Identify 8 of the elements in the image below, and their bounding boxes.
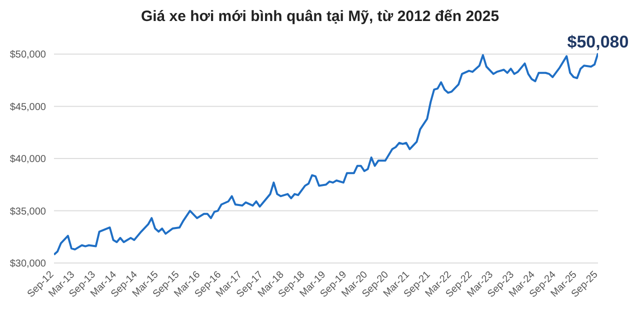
y-tick-label: $45,000 xyxy=(10,102,46,113)
annotation: $50,080 xyxy=(567,32,629,52)
y-tick-label: $30,000 xyxy=(10,258,46,270)
y-tick-label: $35,000 xyxy=(10,206,46,218)
chart-title: Giá xe hơi mới bình quân tại Mỹ, từ 2012 đến 2025 xyxy=(140,8,500,27)
y-tick-label: $50,000 xyxy=(10,50,46,61)
line-series xyxy=(54,52,598,256)
y-tick-label: $40,000 xyxy=(10,154,46,166)
